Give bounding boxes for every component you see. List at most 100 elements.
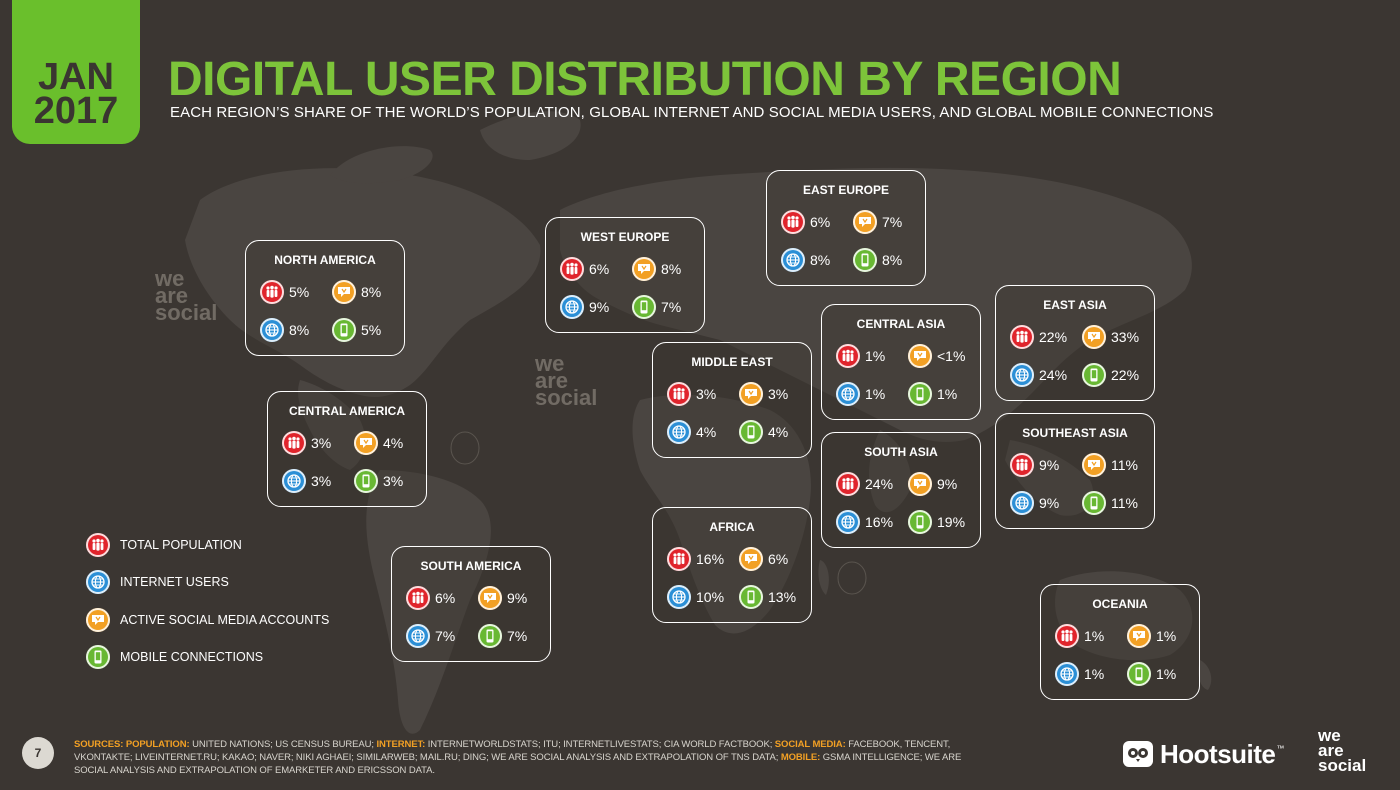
stat-internet: 10%: [667, 584, 724, 610]
social-source-label: SOCIAL MEDIA:: [774, 739, 846, 750]
stat-internet: 9%: [560, 294, 609, 320]
stat-value-internet: 1%: [1084, 666, 1105, 682]
legend-item-social: ACTIVE SOCIAL MEDIA ACCOUNTS: [86, 607, 386, 633]
stat-value-internet: 9%: [1039, 495, 1060, 511]
region-card-oceania: OCEANIA 1% 1% 1% 1%: [1040, 584, 1200, 700]
stat-value-population: 3%: [696, 386, 717, 402]
owl-icon: [1123, 741, 1153, 767]
stat-value-mobile: 4%: [768, 424, 789, 440]
region-name: MIDDLE EAST: [691, 355, 773, 369]
stat-value-social: 8%: [661, 261, 682, 277]
stat-value-internet: 9%: [589, 299, 610, 315]
globe-icon: [406, 624, 430, 648]
stat-value-social: 7%: [882, 214, 903, 230]
stat-value-population: 3%: [311, 435, 332, 451]
stat-internet: 3%: [282, 468, 331, 494]
mobile-source-text: GSMA INTELLIGENCE; WE ARE SOCIAL ANALYSI…: [74, 752, 962, 776]
region-card-west-europe: WEST EUROPE 6% 8% 9% 7%: [545, 217, 705, 333]
globe-icon: [560, 295, 584, 319]
globe-icon: [836, 382, 860, 406]
stat-value-mobile: 1%: [1156, 666, 1177, 682]
people-icon: [86, 533, 110, 557]
stat-value-social: 11%: [1111, 457, 1138, 473]
stat-social: 4%: [354, 430, 403, 456]
region-name: SOUTH ASIA: [864, 445, 938, 459]
stat-value-mobile: 22%: [1111, 367, 1140, 383]
speech-bubble-icon: [908, 344, 932, 368]
social-source-text: FACEBOOK, TENCENT, VKONTAKTE; LIVEINTERN…: [74, 739, 951, 763]
globe-icon: [282, 469, 306, 493]
region-name: NORTH AMERICA: [274, 253, 376, 267]
legend-label: INTERNET USERS: [120, 575, 229, 589]
region-name: SOUTHEAST ASIA: [1022, 426, 1128, 440]
legend-label: ACTIVE SOCIAL MEDIA ACCOUNTS: [120, 613, 330, 627]
stat-value-mobile: 11%: [1111, 495, 1138, 511]
region-name: AFRICA: [709, 520, 755, 534]
stat-value-mobile: 1%: [937, 386, 958, 402]
globe-icon: [1055, 662, 1079, 686]
mobile-phone-icon: [478, 624, 502, 648]
stat-social: <1%: [908, 343, 965, 369]
stat-value-social: 8%: [361, 284, 382, 300]
stat-social: 3%: [739, 381, 788, 407]
people-icon: [836, 472, 860, 496]
stat-value-social: 4%: [383, 435, 404, 451]
stat-internet: 16%: [836, 509, 893, 535]
stat-mobile: 8%: [853, 247, 902, 273]
stat-value-internet: 8%: [289, 322, 310, 338]
stat-value-social: 6%: [768, 551, 789, 567]
hootsuite-wordmark: Hootsuite: [1160, 738, 1276, 769]
stat-mobile: 3%: [354, 468, 403, 494]
region-card-east-asia: EAST ASIA 22% 33% 24% 22%: [995, 285, 1155, 401]
stat-value-mobile: 5%: [361, 322, 382, 338]
stat-value-internet: 24%: [1039, 367, 1068, 383]
speech-bubble-icon: [1082, 453, 1106, 477]
region-name: CENTRAL AMERICA: [289, 404, 405, 418]
legend-item-mobile: MOBILE CONNECTIONS: [86, 644, 386, 670]
stat-social: 7%: [853, 209, 902, 235]
mobile-phone-icon: [354, 469, 378, 493]
internet-source-label: INTERNET:: [376, 739, 426, 750]
stat-internet: 8%: [781, 247, 830, 273]
region-name: CENTRAL ASIA: [856, 317, 946, 331]
page-subtitle: EACH REGION’S SHARE OF THE WORLD’S POPUL…: [170, 104, 1214, 121]
region-card-north-america: NORTH AMERICA 5% 8% 8% 5%: [245, 240, 405, 356]
people-icon: [1010, 453, 1034, 477]
mobile-phone-icon: [1127, 662, 1151, 686]
stat-social: 8%: [632, 256, 681, 282]
people-icon: [1055, 624, 1079, 648]
stat-value-internet: 1%: [865, 386, 886, 402]
stat-mobile: 5%: [332, 317, 381, 343]
trademark-symbol: ™: [1276, 744, 1285, 753]
stat-mobile: 7%: [632, 294, 681, 320]
stat-value-social: 3%: [768, 386, 789, 402]
speech-bubble-icon: [1127, 624, 1151, 648]
watermark-logo: we are social: [535, 351, 598, 410]
region-card-central-asia: CENTRAL ASIA 1% <1% 1% 1%: [821, 304, 981, 420]
stat-population: 16%: [667, 546, 724, 572]
date-badge: JAN 2017: [12, 0, 140, 144]
stat-value-mobile: 7%: [507, 628, 528, 644]
stat-social: 11%: [1082, 452, 1138, 478]
stat-social: 8%: [332, 279, 381, 305]
date-month: JAN: [37, 56, 115, 98]
stat-population: 24%: [836, 471, 893, 497]
stat-value-internet: 4%: [696, 424, 717, 440]
we-are-social-logo: we are social: [1318, 727, 1388, 774]
stat-value-internet: 3%: [311, 473, 332, 489]
speech-bubble-icon: [908, 472, 932, 496]
stat-population: 6%: [406, 585, 455, 611]
stat-mobile: 19%: [908, 509, 965, 535]
mobile-phone-icon: [908, 382, 932, 406]
page-number: 7: [22, 737, 54, 769]
mobile-phone-icon: [739, 420, 763, 444]
mobile-phone-icon: [908, 510, 932, 534]
stat-mobile: 22%: [1082, 362, 1139, 388]
region-name: EAST EUROPE: [802, 183, 889, 197]
globe-icon: [260, 318, 284, 342]
people-icon: [560, 257, 584, 281]
stat-population: 5%: [260, 279, 309, 305]
speech-bubble-icon: [739, 547, 763, 571]
stat-internet: 24%: [1010, 362, 1067, 388]
